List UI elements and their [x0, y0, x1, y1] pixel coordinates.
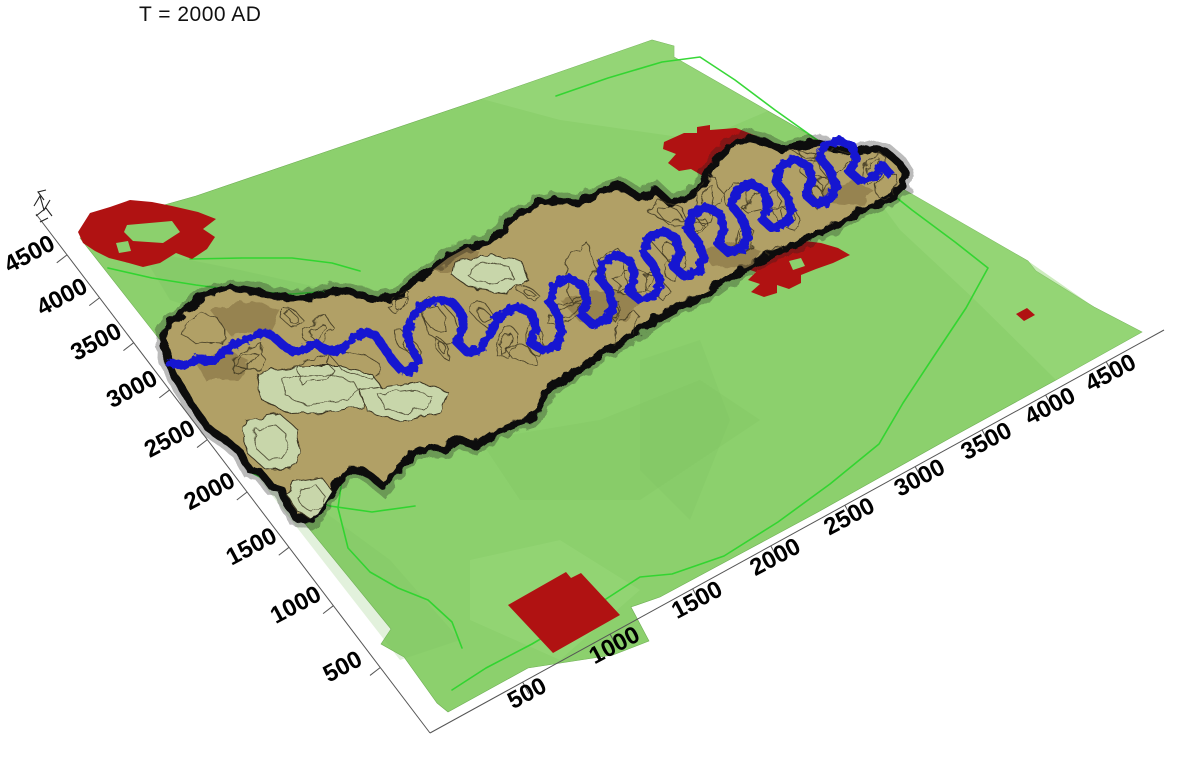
terrace-contour [253, 425, 289, 460]
elevation-contour-line [451, 56, 989, 691]
y-axis-tick [196, 439, 208, 448]
y-axis-tick-label: 2000 [180, 467, 240, 516]
y-axis-tick [369, 667, 381, 676]
canyon-texture-contour [778, 138, 831, 160]
elevation-contour-line [189, 257, 361, 272]
y-axis-tick [236, 491, 248, 501]
y-axis-tick-label: 2500 [140, 415, 200, 464]
y-axis-tick-label: 3000 [102, 365, 162, 414]
x-axis-tick [1105, 361, 1113, 374]
canyon-texture-contour [523, 288, 536, 297]
canyon-texture-contour [797, 149, 828, 193]
canyon-texture-contour [646, 200, 691, 228]
x-axis-tick [844, 504, 852, 517]
canyon-texture-contour [180, 312, 225, 345]
canyon-texture-contour [301, 315, 334, 344]
urban-zone [508, 572, 620, 653]
x-axis-line [429, 329, 1165, 734]
canyon-texture-contour [516, 285, 539, 301]
canyon-texture-contour [469, 300, 498, 328]
canyon-texture-contour [283, 308, 300, 324]
terrace-contour [377, 389, 432, 415]
y-axis-tick [123, 342, 134, 352]
canyon-texture-contour [280, 307, 305, 327]
x-axis-tick [981, 429, 989, 442]
canyon-texture-contour [656, 205, 684, 224]
y-axis-tick [322, 605, 334, 615]
y-axis-tick [158, 389, 170, 399]
x-axis-tick [609, 633, 617, 646]
canyon-texture-contour [308, 323, 328, 341]
shade-patch [845, 155, 1142, 380]
y-axis-tick-label: 1000 [266, 581, 326, 630]
canyon-texture-contour [740, 190, 784, 214]
canyon-texture-contour [476, 308, 492, 323]
y-axis-tick-label: 1500 [222, 522, 282, 571]
canyon-texture-contour [387, 290, 411, 313]
scribble-stroke [35, 207, 53, 217]
y-axis-tick [56, 254, 68, 264]
shade-patch [482, 40, 768, 140]
shade-patch [480, 380, 760, 500]
terrace-contour [281, 374, 360, 405]
river [166, 135, 895, 376]
canyon-texture-contour [611, 269, 656, 295]
plot-title: T = 2000 AD [139, 3, 262, 26]
x-axis-tick [692, 588, 700, 601]
canyon-texture-contour [498, 332, 513, 358]
canyon-dark-patch [210, 300, 280, 335]
urban-zone-hole [789, 258, 805, 270]
canyon-terrace [451, 254, 529, 293]
canyon-terrace [241, 413, 301, 471]
scribble-stroke [37, 189, 47, 201]
terrace-contour [296, 485, 326, 513]
y-axis-tick [278, 546, 290, 556]
canyon-texture-contour [438, 341, 448, 355]
canyon-texture-contour [296, 351, 335, 386]
urban-zone-hole [124, 221, 180, 243]
canyon-texture-contour [505, 343, 538, 365]
y-axis-tick-label: 4500 [0, 230, 59, 279]
y-axis-tick [88, 297, 100, 307]
canyon-terrace [359, 381, 449, 423]
z-axis-scribble-icon [33, 189, 53, 223]
y-axis-line [35, 213, 431, 734]
urban-zone [1016, 308, 1035, 321]
x-axis-tick [522, 681, 530, 694]
scribble-stroke [33, 194, 51, 212]
x-axis-tick [914, 466, 922, 479]
urban-zone-hole [116, 241, 131, 253]
canyon-texture-contour [597, 246, 628, 294]
y-axis-tick-label: 4000 [32, 273, 92, 322]
y-axis-tick-label: 500 [319, 646, 367, 689]
scribble-stroke [39, 217, 49, 223]
canyon-texture-contour [434, 336, 451, 361]
canyon-texture-contour [526, 322, 545, 358]
canyon-texture-contour [233, 353, 260, 369]
y-axis-tick-label: 3500 [66, 318, 126, 367]
terrace-contour [466, 261, 514, 286]
canyon-texture-contour [565, 242, 598, 304]
shade-patch [640, 340, 730, 520]
canyon-texture-contour [694, 174, 726, 226]
plot-layers: 5001000150020002500300035004000450050010… [0, 39, 1165, 734]
canyon-texture-contour [875, 171, 898, 201]
x-axis-tick [770, 545, 778, 558]
canyon-texture-contour [394, 296, 410, 310]
x-axis-tick [1045, 394, 1053, 407]
x-axis-tick-label: 500 [503, 672, 551, 715]
